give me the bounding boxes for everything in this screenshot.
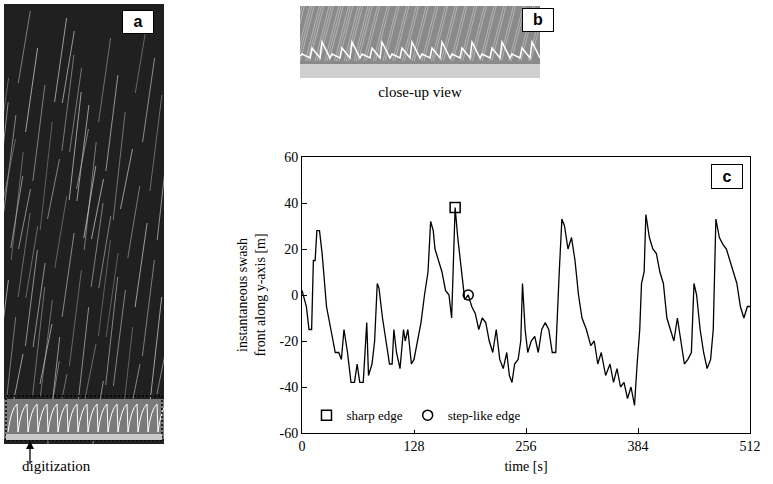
svg-text:step-like edge: step-like edge — [448, 408, 521, 423]
svg-text:20: 20 — [284, 242, 298, 257]
svg-text:instantaneous swashfront along: instantaneous swashfront along y-axis [m… — [235, 233, 268, 356]
svg-text:256: 256 — [516, 439, 537, 454]
svg-text:40: 40 — [284, 196, 298, 211]
svg-text:0: 0 — [291, 288, 298, 303]
svg-text:sharp edge: sharp edge — [346, 408, 402, 423]
svg-text:-40: -40 — [280, 380, 299, 395]
html-text:digitization: digitization — [22, 458, 91, 474]
html-text:close-up view: close-up view — [378, 84, 462, 100]
svg-text:60: 60 — [284, 150, 298, 165]
svg-text:-60: -60 — [280, 426, 299, 441]
svg-text:time [s]: time [s] — [504, 459, 547, 474]
html-text:b: b — [533, 11, 543, 28]
svg-text:-20: -20 — [280, 334, 299, 349]
svg-text:0: 0 — [299, 439, 306, 454]
svg-text:384: 384 — [628, 439, 649, 454]
svg-text:c: c — [723, 168, 732, 185]
svg-text:512: 512 — [740, 439, 761, 454]
svg-text:128: 128 — [404, 439, 425, 454]
html-text:a: a — [133, 13, 143, 30]
